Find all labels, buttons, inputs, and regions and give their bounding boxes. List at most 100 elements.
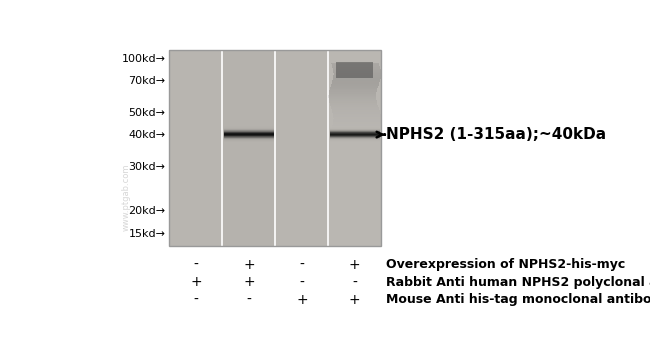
Bar bbox=[333, 121, 381, 123]
Bar bbox=[330, 105, 378, 106]
Bar bbox=[328, 95, 376, 96]
Bar bbox=[330, 137, 380, 138]
Bar bbox=[332, 80, 380, 81]
Text: 30kd→: 30kd→ bbox=[129, 162, 165, 172]
Bar bbox=[224, 130, 274, 131]
Bar bbox=[330, 87, 378, 88]
Text: 20kd→: 20kd→ bbox=[128, 206, 165, 216]
Bar bbox=[330, 135, 380, 136]
Bar bbox=[224, 143, 274, 144]
Bar bbox=[329, 94, 376, 95]
Bar bbox=[224, 125, 274, 126]
Bar bbox=[224, 135, 274, 136]
Bar bbox=[336, 62, 373, 78]
Bar bbox=[224, 132, 274, 133]
Bar bbox=[333, 123, 381, 124]
Bar bbox=[329, 91, 376, 92]
Bar bbox=[224, 127, 274, 128]
Bar bbox=[333, 72, 381, 73]
Bar bbox=[333, 73, 381, 75]
Bar bbox=[329, 92, 376, 94]
Bar bbox=[224, 139, 274, 140]
Bar bbox=[330, 89, 377, 90]
Bar bbox=[170, 50, 381, 246]
Bar bbox=[333, 69, 381, 70]
Bar bbox=[333, 71, 381, 72]
Bar bbox=[333, 113, 380, 114]
Text: +: + bbox=[296, 293, 307, 307]
Bar bbox=[224, 133, 274, 134]
Bar bbox=[333, 120, 381, 121]
Bar bbox=[332, 83, 379, 85]
Bar bbox=[330, 128, 380, 129]
Text: NPHS2 (1-315aa);~40kDa: NPHS2 (1-315aa);~40kDa bbox=[386, 127, 606, 142]
Text: +: + bbox=[190, 275, 202, 289]
Bar bbox=[224, 129, 274, 130]
Text: Overexpression of NPHS2-his-myc: Overexpression of NPHS2-his-myc bbox=[386, 258, 625, 272]
Bar bbox=[224, 141, 274, 142]
Bar bbox=[330, 104, 378, 105]
Bar bbox=[224, 126, 274, 127]
Bar bbox=[330, 88, 378, 89]
Bar bbox=[328, 50, 382, 246]
Bar bbox=[333, 116, 381, 117]
Bar bbox=[328, 97, 376, 98]
Text: www.ptgab.com: www.ptgab.com bbox=[122, 164, 131, 231]
Bar bbox=[330, 138, 380, 139]
Bar bbox=[329, 99, 376, 100]
Text: 15kd→: 15kd→ bbox=[129, 229, 165, 239]
Text: +: + bbox=[349, 258, 361, 272]
Bar bbox=[330, 141, 380, 142]
Bar bbox=[331, 129, 378, 131]
Bar bbox=[330, 136, 380, 137]
Text: +: + bbox=[243, 275, 255, 289]
Bar bbox=[330, 132, 380, 133]
Bar bbox=[330, 139, 380, 140]
Text: +: + bbox=[243, 258, 255, 272]
Bar bbox=[330, 133, 380, 134]
Bar bbox=[329, 90, 377, 91]
Text: Rabbit Anti human NPHS2 polyclonal antibody: Rabbit Anti human NPHS2 polyclonal antib… bbox=[386, 276, 650, 289]
Text: -: - bbox=[194, 293, 198, 307]
Bar bbox=[333, 70, 381, 71]
Text: +: + bbox=[349, 293, 361, 307]
Bar bbox=[333, 117, 381, 118]
Bar bbox=[224, 134, 274, 135]
Bar bbox=[332, 127, 380, 128]
Text: Mouse Anti his-tag monoclonal antibody: Mouse Anti his-tag monoclonal antibody bbox=[386, 294, 650, 306]
Bar bbox=[224, 142, 274, 143]
Text: 100kd→: 100kd→ bbox=[122, 54, 165, 64]
Bar bbox=[332, 65, 380, 66]
Bar bbox=[330, 127, 380, 128]
Text: -: - bbox=[194, 258, 198, 272]
Bar bbox=[170, 50, 381, 246]
Bar bbox=[330, 134, 380, 135]
Bar bbox=[333, 76, 381, 77]
Text: -: - bbox=[246, 293, 252, 307]
Bar bbox=[333, 118, 381, 119]
Text: -: - bbox=[352, 275, 358, 289]
Bar bbox=[222, 50, 276, 246]
Bar bbox=[224, 128, 274, 129]
Bar bbox=[331, 86, 378, 87]
Bar bbox=[333, 124, 380, 125]
Text: -: - bbox=[300, 258, 304, 272]
Text: 40kd→: 40kd→ bbox=[128, 129, 165, 140]
Bar bbox=[333, 79, 380, 80]
Bar bbox=[332, 109, 380, 110]
Bar bbox=[330, 103, 377, 104]
Bar bbox=[333, 77, 381, 78]
Bar bbox=[170, 50, 222, 246]
Bar bbox=[330, 142, 380, 143]
Bar bbox=[333, 114, 381, 115]
Bar bbox=[329, 100, 376, 102]
Bar bbox=[330, 130, 380, 131]
Bar bbox=[332, 112, 380, 113]
Bar bbox=[329, 102, 377, 103]
Bar bbox=[333, 75, 381, 76]
Bar bbox=[331, 106, 378, 107]
Bar bbox=[333, 78, 381, 79]
Bar bbox=[332, 82, 380, 83]
Text: 50kd→: 50kd→ bbox=[129, 108, 165, 118]
Bar bbox=[331, 107, 378, 108]
